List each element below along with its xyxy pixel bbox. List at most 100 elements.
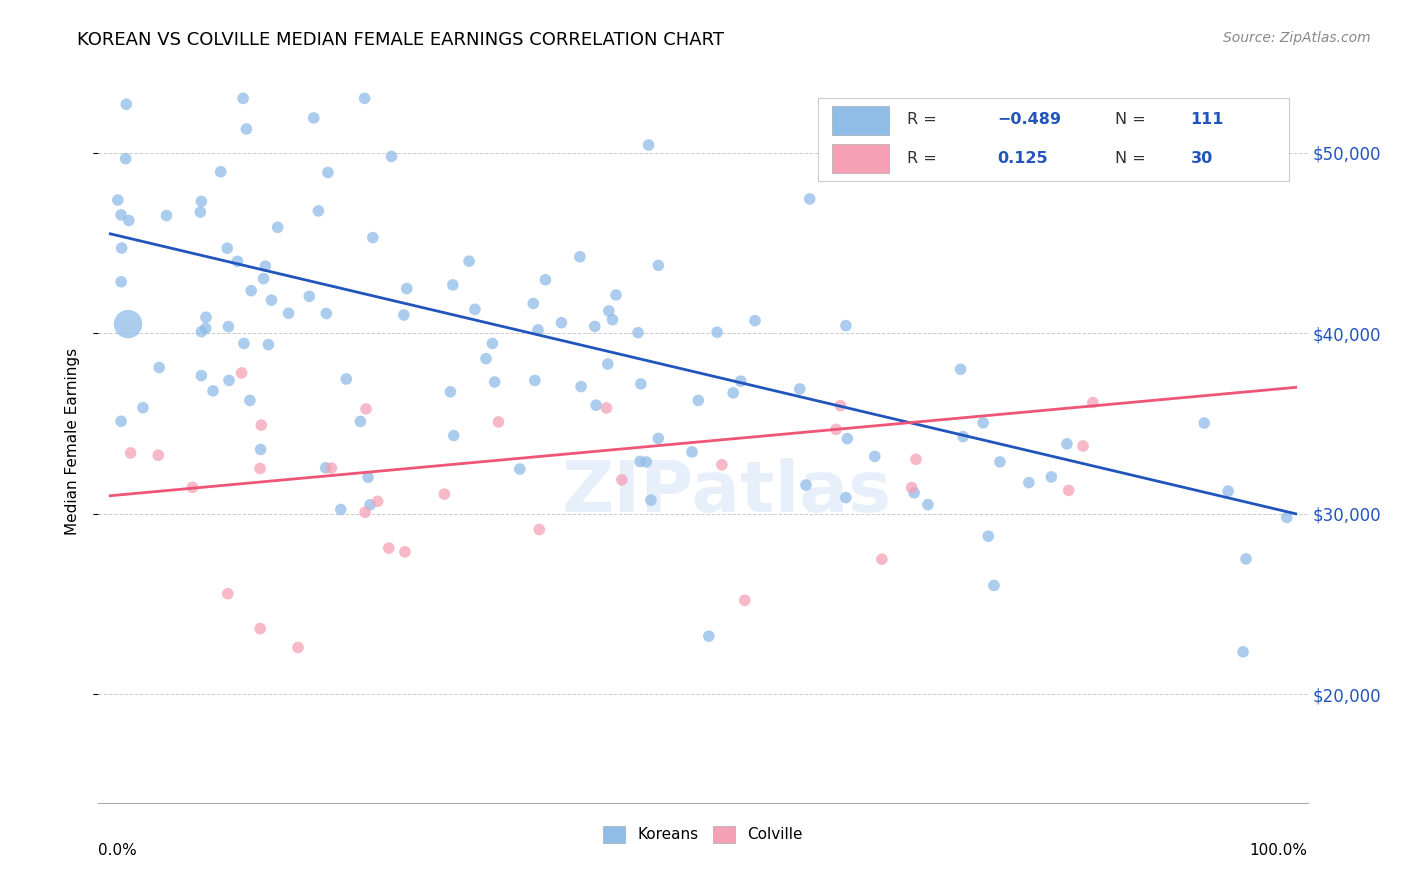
Point (837, 432, 859, 446)
Point (181, 480, 204, 494)
Point (249, 622, 271, 636)
Point (257, 337, 280, 351)
Point (267, 220, 290, 235)
Point (681, 445, 703, 459)
Point (316, 165, 339, 179)
Point (190, 205, 212, 219)
Text: 0.0%: 0.0% (98, 843, 138, 857)
Point (830, 399, 852, 413)
Point (568, 250, 591, 264)
Point (117, 317, 139, 331)
Point (353, 91, 375, 105)
Point (1071, 439, 1094, 453)
Point (120, 446, 142, 460)
Point (287, 640, 309, 655)
Text: ZIPatlas: ZIPatlas (562, 458, 893, 526)
Point (1040, 470, 1063, 484)
Point (217, 587, 239, 601)
Point (464, 302, 486, 317)
Point (217, 319, 239, 334)
Point (1275, 510, 1298, 524)
Point (799, 192, 821, 206)
Point (302, 111, 325, 125)
Point (534, 273, 557, 287)
Point (596, 357, 619, 371)
Text: 100.0%: 100.0% (1250, 843, 1308, 857)
Point (441, 277, 464, 292)
Point (870, 552, 893, 566)
Point (321, 461, 343, 475)
Point (232, 91, 254, 105)
Point (107, 193, 129, 207)
Point (260, 293, 283, 307)
Point (988, 455, 1011, 469)
Point (835, 318, 858, 333)
Text: KOREAN VS COLVILLE MEDIAN FEMALE EARNINGS CORRELATION CHART: KOREAN VS COLVILLE MEDIAN FEMALE EARNING… (77, 31, 724, 49)
Point (111, 241, 134, 255)
Point (637, 138, 659, 153)
Point (232, 336, 254, 351)
Point (484, 375, 506, 389)
Point (380, 149, 402, 163)
Point (148, 448, 170, 462)
Point (522, 296, 544, 310)
Point (110, 275, 132, 289)
Point (209, 165, 232, 179)
Point (863, 450, 886, 464)
Point (789, 382, 811, 396)
Point (605, 288, 627, 302)
Point (1192, 416, 1215, 430)
Point (1234, 552, 1257, 566)
Point (110, 208, 132, 222)
Point (190, 194, 212, 209)
Point (394, 545, 416, 559)
Point (194, 321, 217, 335)
Point (509, 462, 531, 476)
Point (433, 487, 456, 501)
Point (155, 209, 177, 223)
Point (1081, 395, 1104, 409)
Point (195, 310, 218, 325)
Point (730, 374, 752, 388)
Point (357, 470, 380, 484)
Point (602, 312, 624, 326)
Text: Source: ZipAtlas.com: Source: ZipAtlas.com (1223, 31, 1371, 45)
Point (835, 491, 858, 505)
Point (647, 431, 669, 445)
Point (977, 529, 1000, 543)
Point (744, 313, 766, 327)
Point (1018, 475, 1040, 490)
Point (647, 259, 669, 273)
Point (378, 541, 401, 555)
Point (550, 316, 572, 330)
Point (640, 493, 662, 508)
Point (794, 478, 817, 492)
Point (202, 384, 225, 398)
Point (900, 481, 922, 495)
Point (706, 325, 728, 339)
Point (983, 578, 1005, 592)
Point (481, 336, 503, 351)
Point (335, 372, 357, 386)
Point (475, 351, 498, 366)
Point (443, 428, 465, 442)
Point (226, 254, 249, 268)
Point (190, 325, 212, 339)
Point (697, 629, 720, 643)
Point (734, 593, 756, 607)
Point (595, 401, 617, 415)
Point (132, 401, 155, 415)
Point (825, 422, 848, 436)
Legend: Koreans, Colville: Koreans, Colville (598, 820, 808, 849)
Point (630, 376, 652, 391)
Point (1057, 483, 1080, 498)
Point (527, 323, 550, 337)
Point (952, 430, 974, 444)
Point (349, 414, 371, 428)
Point (249, 461, 271, 475)
Point (688, 393, 710, 408)
Point (354, 505, 377, 519)
Point (110, 414, 132, 428)
Point (217, 241, 239, 255)
Point (585, 398, 607, 412)
